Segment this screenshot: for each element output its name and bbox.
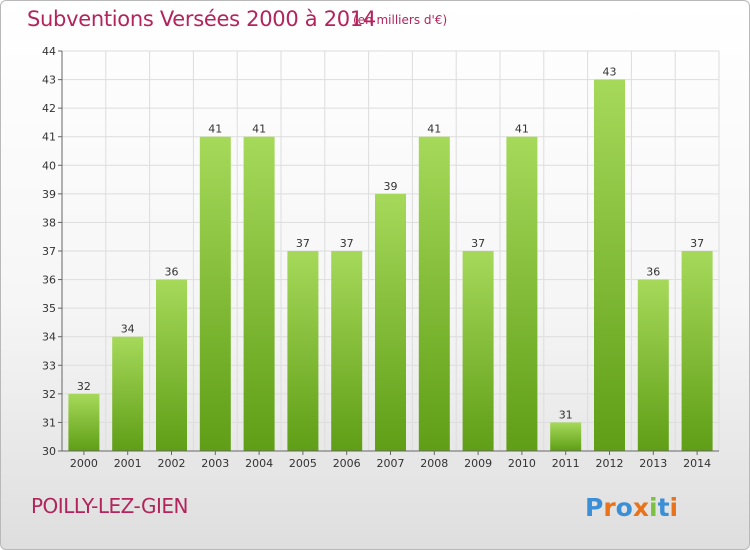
proxiti-logo: Proxiti <box>585 493 678 522</box>
x-tick-label: 2005 <box>289 457 317 470</box>
data-label: 41 <box>515 123 529 136</box>
y-tick-label: 41 <box>42 131 56 144</box>
y-tick-label: 33 <box>42 359 56 372</box>
bars <box>68 79 713 452</box>
x-tick-label: 2008 <box>420 457 448 470</box>
y-tick-label: 36 <box>42 274 56 287</box>
x-tick-label: 2012 <box>596 457 624 470</box>
x-tick-label: 2010 <box>508 457 536 470</box>
y-tick-label: 31 <box>42 416 56 429</box>
bar-2013 <box>637 279 669 451</box>
y-tick-label: 34 <box>42 331 56 344</box>
x-tick-label: 2002 <box>158 457 186 470</box>
data-label: 37 <box>471 237 485 250</box>
bar-2011 <box>550 422 582 451</box>
data-label: 41 <box>427 123 441 136</box>
data-label: 31 <box>559 408 573 421</box>
bar-2005 <box>287 251 319 451</box>
data-label: 41 <box>252 123 266 136</box>
bar-2000 <box>68 393 100 451</box>
bar-2002 <box>156 279 187 451</box>
data-label: 34 <box>121 323 135 336</box>
y-tick-label: 40 <box>42 159 56 172</box>
x-tick-label: 2004 <box>245 457 273 470</box>
y-tick-label: 30 <box>42 445 56 458</box>
y-tick-label: 42 <box>42 102 56 115</box>
x-tick-label: 2009 <box>464 457 492 470</box>
x-tick-label: 2011 <box>552 457 580 470</box>
bar-2001 <box>112 336 144 451</box>
y-tick-label: 43 <box>42 74 56 87</box>
bar-2009 <box>462 251 494 451</box>
bar-2006 <box>331 251 363 451</box>
data-label: 37 <box>340 237 354 250</box>
data-label: 36 <box>646 266 660 279</box>
data-label: 36 <box>165 266 179 279</box>
bar-2007 <box>375 193 406 451</box>
svg-text:Proxiti: Proxiti <box>585 493 678 522</box>
chart-subtitle: (en milliers d'€) <box>353 13 448 27</box>
bar-2010 <box>506 136 538 451</box>
x-tick-label: 2014 <box>683 457 711 470</box>
bar-2003 <box>199 136 231 451</box>
x-tick-label: 2000 <box>70 457 98 470</box>
y-tick-label: 39 <box>42 188 56 201</box>
data-label: 39 <box>384 180 398 193</box>
town-name: POILLY-LEZ-GIEN <box>31 494 188 518</box>
x-tick-label: 2001 <box>114 457 142 470</box>
y-tick-label: 35 <box>42 302 56 315</box>
y-tick-label: 32 <box>42 388 56 401</box>
data-label: 43 <box>603 66 617 79</box>
x-tick-label: 2013 <box>639 457 667 470</box>
bar-2008 <box>418 136 450 451</box>
data-label: 32 <box>77 380 91 393</box>
x-tick-label: 2003 <box>201 457 229 470</box>
data-label: 41 <box>208 123 222 136</box>
y-tick-label: 37 <box>42 245 56 258</box>
chart-title: Subventions Versées 2000 à 2014 <box>27 7 376 31</box>
data-label: 37 <box>690 237 704 250</box>
x-tick-label: 2006 <box>333 457 361 470</box>
x-tick-label: 2007 <box>377 457 405 470</box>
data-label: 37 <box>296 237 310 250</box>
axes <box>58 50 719 455</box>
labels: 30 31 32 33 34 35 36 37 38 39 40 41 42 43 44 32 2000 34 20… <box>42 45 711 470</box>
y-tick-label: 44 <box>42 45 56 58</box>
bar-2004 <box>243 136 275 451</box>
y-tick-label: 38 <box>42 216 56 229</box>
bar-2014 <box>681 251 713 451</box>
bar-2012 <box>594 79 625 452</box>
